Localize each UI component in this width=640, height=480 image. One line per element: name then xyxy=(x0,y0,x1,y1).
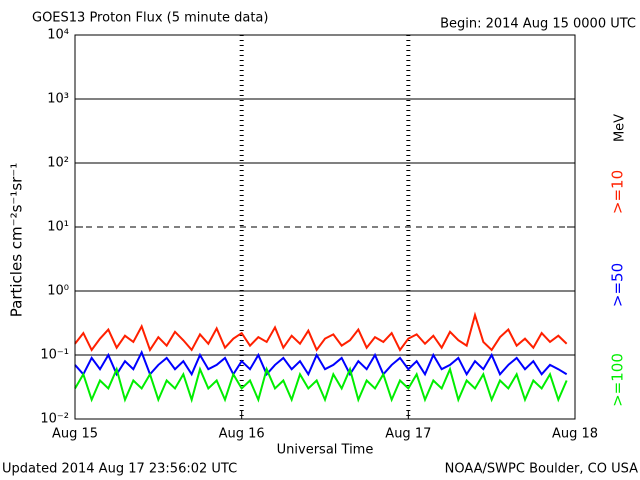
series-line xyxy=(74,366,568,404)
x-tick-label: Aug 15 xyxy=(52,427,98,442)
footer-right: NOAA/SWPC Boulder, CO USA xyxy=(445,462,638,477)
x-tick-label: Aug 16 xyxy=(219,427,265,442)
y-tick-label: 10³ xyxy=(47,92,69,107)
legend-label: >=50 xyxy=(609,263,627,307)
y-tick-label: 10² xyxy=(47,156,69,171)
y-tick-label: 10⁻² xyxy=(40,412,69,427)
chart-title: GOES13 Proton Flux (5 minute data) xyxy=(32,11,268,26)
units-label: MeV xyxy=(613,114,628,142)
footer-left: Updated 2014 Aug 17 23:56:02 UTC xyxy=(2,462,237,477)
y-tick-label: 10¹ xyxy=(47,220,69,235)
x-tick-label: Aug 18 xyxy=(552,427,598,442)
chart-subtitle: Begin: 2014 Aug 15 0000 UTC xyxy=(440,17,636,32)
x-tick-label: Aug 17 xyxy=(385,427,431,442)
series-line xyxy=(74,349,568,377)
legend-label: >=10 xyxy=(609,170,627,214)
legend-label: >=100 xyxy=(609,353,627,407)
plot-frame xyxy=(74,34,576,420)
y-tick-label: 10⁻¹ xyxy=(40,348,69,363)
x-axis-label: Universal Time xyxy=(277,443,374,458)
series-line xyxy=(74,311,568,353)
y-tick-label: 10⁰ xyxy=(47,284,69,299)
y-axis-label: Particles cm⁻²s⁻¹sr⁻¹ xyxy=(8,163,26,317)
y-tick-label: 10⁴ xyxy=(47,28,69,43)
